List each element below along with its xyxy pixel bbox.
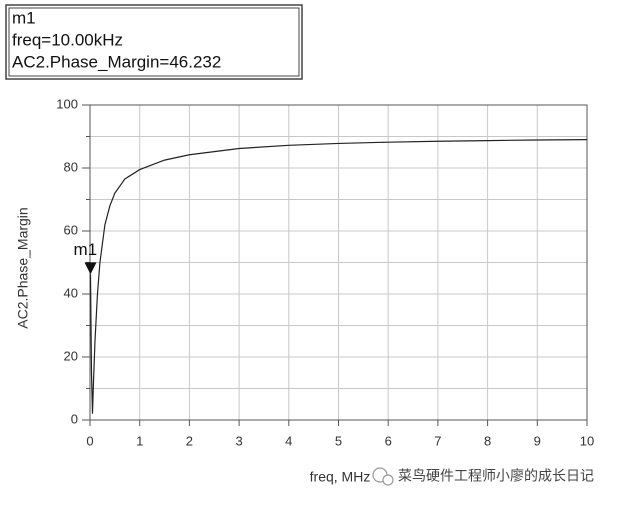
marker-box: [5, 4, 303, 80]
marker-box-text: AC2.Phase_Margin=46.232: [12, 52, 221, 71]
x-axis-title: freq, MHz: [310, 469, 371, 485]
x-tick-label: 9: [534, 433, 541, 448]
x-tick-label: 7: [434, 433, 441, 448]
x-tick-label: 1: [136, 433, 143, 448]
y-tick-label: 100: [56, 96, 78, 111]
x-tick-label: 8: [484, 433, 491, 448]
y-tick-label: 80: [64, 159, 78, 174]
marker-triangle: [84, 262, 97, 275]
x-tick-label: 5: [335, 433, 342, 448]
x-tick-label: 6: [385, 433, 392, 448]
watermark: 菜鸟硬件工程师小廖的成长日记: [398, 468, 594, 484]
series-line: [89, 139, 588, 414]
y-tick-label: 0: [71, 411, 78, 426]
y-tick-label: 20: [64, 348, 78, 363]
marker-label: m1: [73, 240, 97, 259]
y-tick-label: 40: [64, 285, 78, 300]
marker-box-text: freq=10.00kHz: [12, 30, 123, 49]
x-tick-label: 0: [86, 433, 93, 448]
marker-box-text: m1: [12, 8, 36, 27]
marker-box-inner: [8, 7, 300, 77]
x-tick-label: 2: [186, 433, 193, 448]
y-tick-label: 60: [64, 222, 78, 237]
y-axis-title: AC2.Phase_Margin: [15, 207, 31, 328]
x-tick-label: 10: [580, 433, 594, 448]
x-tick-label: 4: [285, 433, 292, 448]
watermark-icon: [372, 467, 394, 486]
x-tick-label: 3: [235, 433, 242, 448]
